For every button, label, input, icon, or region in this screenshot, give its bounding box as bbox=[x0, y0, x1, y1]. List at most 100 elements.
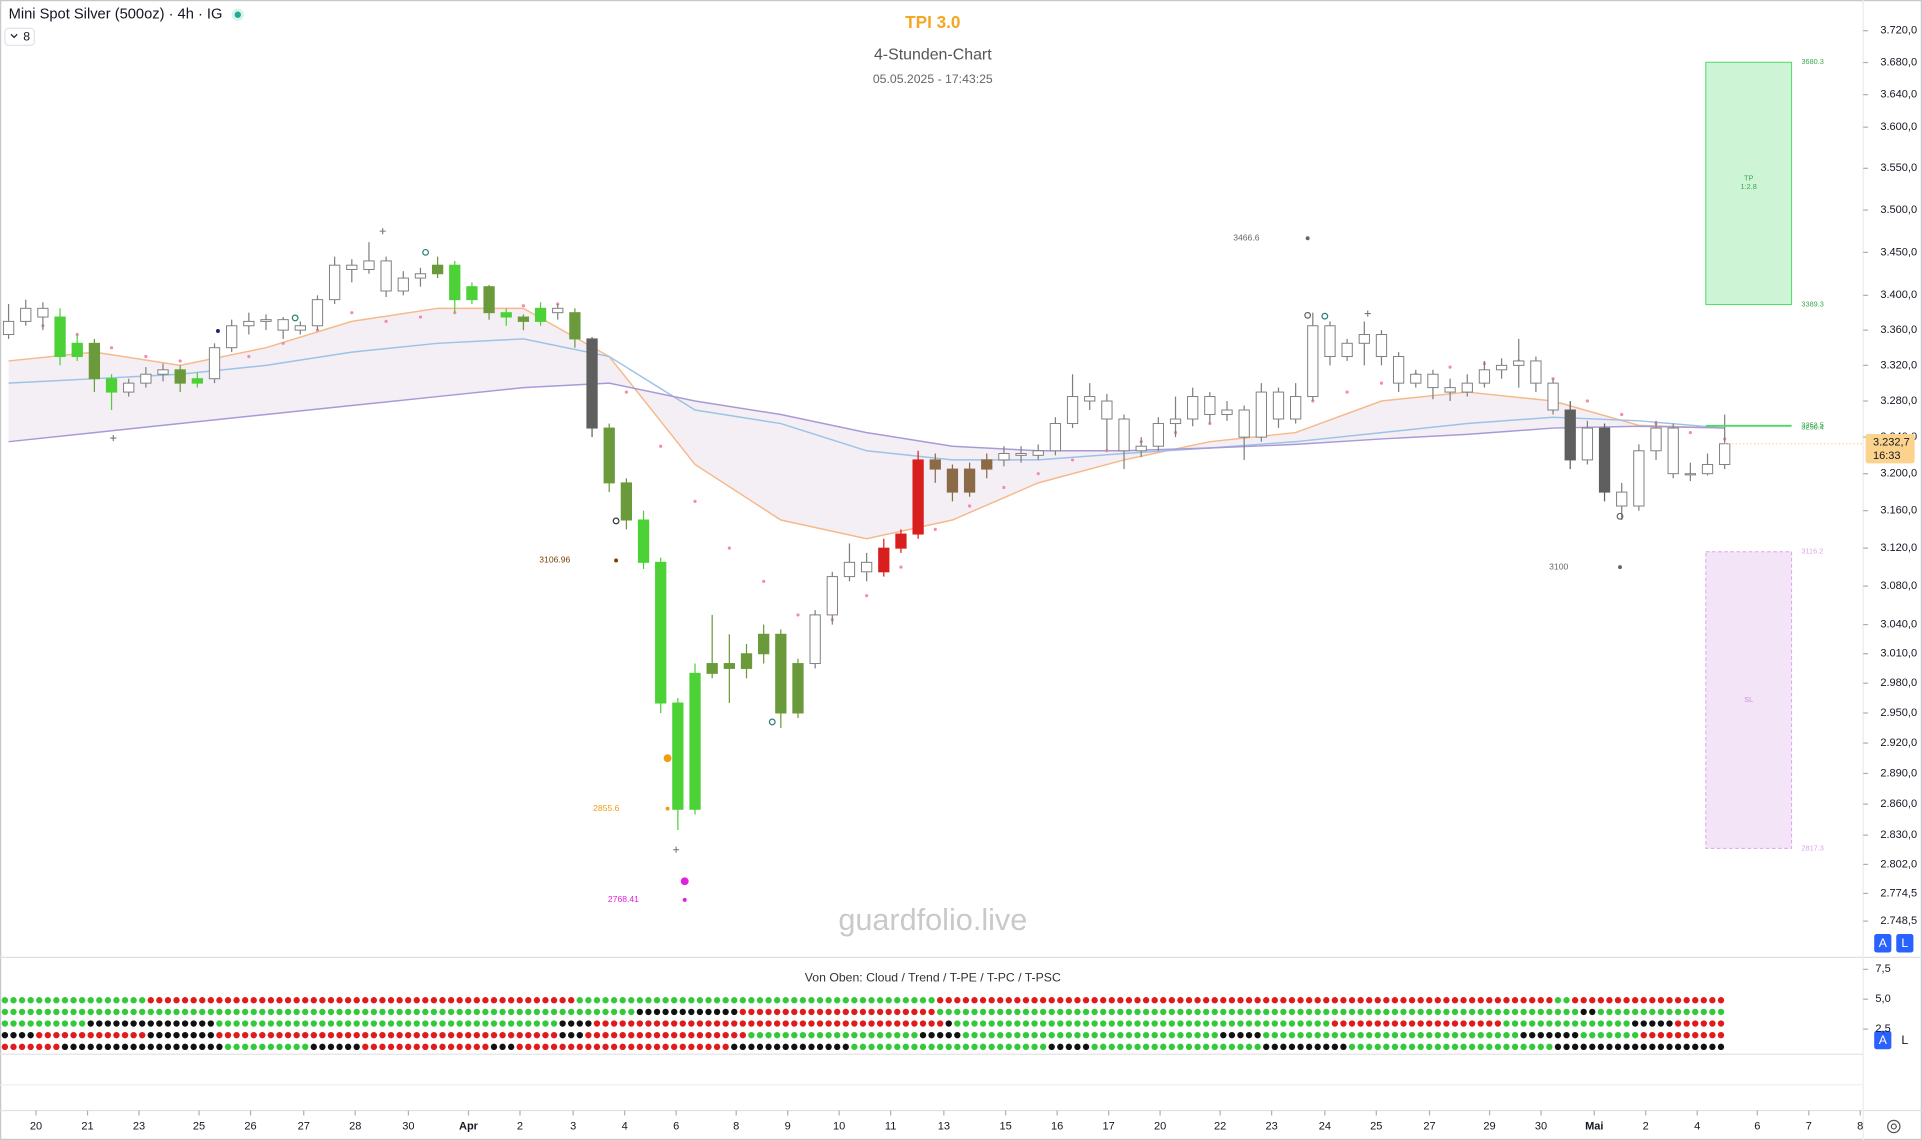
indicator-dot bbox=[1134, 1008, 1141, 1016]
indicator-dot bbox=[748, 1031, 755, 1039]
indicator-dot bbox=[1640, 1043, 1647, 1051]
indicator-dot bbox=[1202, 1020, 1210, 1027]
indicator-dot bbox=[267, 997, 275, 1004]
indicator-dot bbox=[1640, 1008, 1647, 1016]
candle-body bbox=[1290, 396, 1302, 420]
indicator-dot bbox=[482, 997, 489, 1004]
indicator-dot bbox=[156, 997, 163, 1004]
indicator-dot bbox=[96, 1043, 103, 1051]
stop-loss-zone bbox=[1705, 551, 1793, 849]
legend-toggle[interactable] bbox=[4, 27, 35, 46]
log-scale-button[interactable] bbox=[1896, 934, 1914, 953]
indicator-dot bbox=[1100, 1008, 1107, 1016]
auto-scale-button[interactable] bbox=[1874, 934, 1892, 953]
indicator-dot bbox=[27, 1020, 34, 1027]
candle-body bbox=[1169, 418, 1182, 425]
indicator-dot bbox=[1468, 1008, 1476, 1016]
indicator-dot bbox=[499, 1031, 506, 1039]
indicator-dot bbox=[1554, 1031, 1562, 1039]
indicator-dot bbox=[1237, 1031, 1244, 1039]
indicator-dot bbox=[1177, 1008, 1184, 1016]
indicator-dot bbox=[1391, 1031, 1399, 1039]
indicator-dot bbox=[1614, 997, 1622, 1004]
indicator-dot bbox=[1125, 1031, 1133, 1039]
indicator-dot bbox=[1160, 1043, 1167, 1051]
candle-body bbox=[1358, 334, 1370, 344]
indicator-dot bbox=[1537, 1031, 1544, 1039]
signal-plus bbox=[110, 434, 117, 442]
indicator-dot bbox=[1323, 1008, 1330, 1016]
indicator-dot bbox=[1108, 997, 1115, 1004]
indicator-dot bbox=[1271, 1043, 1278, 1051]
candle-body bbox=[311, 299, 324, 327]
indicator-dot bbox=[190, 1043, 197, 1051]
indicator-dot bbox=[44, 1043, 51, 1051]
indicator-dot bbox=[559, 1043, 566, 1051]
x-tick-label: 13 bbox=[938, 1120, 950, 1132]
candle-body bbox=[723, 663, 735, 669]
indicator-dot bbox=[147, 1031, 154, 1039]
settings-icon[interactable] bbox=[1887, 1119, 1901, 1134]
indicator-dot bbox=[825, 1008, 832, 1016]
indicator-dot bbox=[190, 1031, 197, 1039]
indicator-dot bbox=[1185, 997, 1193, 1004]
x-tick-label: 20 bbox=[1154, 1120, 1166, 1132]
indicator-dot bbox=[928, 1020, 935, 1027]
indicator-dot bbox=[121, 1020, 129, 1027]
indicator-dot bbox=[284, 1008, 292, 1016]
indicator-dot bbox=[1022, 1020, 1030, 1027]
y-tick-label: 3.120,0 bbox=[1880, 542, 1917, 554]
indicator-dot bbox=[1263, 1043, 1270, 1051]
indicator-dot bbox=[1546, 1043, 1553, 1051]
indicator-dot bbox=[997, 997, 1004, 1004]
indicator-dot bbox=[1503, 1008, 1510, 1016]
indicator-dot bbox=[1168, 1031, 1176, 1039]
indicator-dot bbox=[550, 1031, 558, 1039]
auto-scale-button[interactable] bbox=[1874, 1030, 1892, 1050]
indicator-dot bbox=[962, 1031, 970, 1039]
indicator-dot bbox=[61, 1008, 69, 1016]
indicator-dot bbox=[1494, 1008, 1502, 1016]
indicator-dot bbox=[791, 1031, 798, 1039]
indicator-dot bbox=[284, 997, 292, 1004]
candle-body bbox=[191, 378, 203, 384]
indicator-dot bbox=[919, 1008, 927, 1016]
indicator-dot bbox=[456, 1031, 463, 1039]
indicator-dot bbox=[765, 997, 772, 1004]
annotation-label: 3100 bbox=[1549, 561, 1568, 571]
candle-body bbox=[1272, 391, 1285, 420]
candle-body bbox=[71, 342, 83, 358]
indicator-dot bbox=[164, 1031, 172, 1039]
indicator-dot bbox=[568, 1008, 575, 1016]
annotation-label: 3106.96 bbox=[539, 555, 570, 565]
chevron-icon bbox=[10, 33, 18, 39]
indicator-dot bbox=[516, 997, 523, 1004]
indicator-dot bbox=[1443, 1043, 1450, 1051]
indicator-dot bbox=[96, 997, 103, 1004]
x-tick-label: Apr bbox=[459, 1120, 479, 1132]
indicator-dot bbox=[199, 997, 206, 1004]
indicator-dot bbox=[971, 1043, 978, 1051]
indicator-dot bbox=[61, 1043, 69, 1051]
indicator-dot bbox=[1597, 1020, 1605, 1027]
indicator-dot bbox=[70, 997, 77, 1004]
indicator-dot bbox=[525, 1020, 532, 1027]
chart-subtitle: 4-Stunden-Chart bbox=[874, 46, 992, 63]
y-tick-label: 2.890,0 bbox=[1880, 767, 1917, 779]
indicator-dot bbox=[1057, 1020, 1064, 1027]
indicator-dot bbox=[1709, 1020, 1716, 1027]
trail-dot bbox=[247, 354, 251, 359]
indicator-dot bbox=[1357, 1031, 1364, 1039]
annotation-label: 3466.6 bbox=[1233, 233, 1259, 243]
log-scale-label[interactable]: L bbox=[1901, 1033, 1908, 1047]
indicator-dot bbox=[1151, 1008, 1158, 1016]
candle-body bbox=[569, 312, 581, 340]
indicator-dot bbox=[1039, 1008, 1047, 1016]
trail-dot bbox=[281, 341, 285, 345]
x-tick-label: 8 bbox=[1857, 1120, 1863, 1132]
position-level-label: 3250.4 bbox=[1801, 423, 1823, 432]
indicator-dot bbox=[241, 1008, 249, 1016]
candle-body bbox=[1152, 423, 1165, 447]
indicator-dot bbox=[1100, 1031, 1107, 1039]
indicator-dot bbox=[1065, 1043, 1073, 1051]
